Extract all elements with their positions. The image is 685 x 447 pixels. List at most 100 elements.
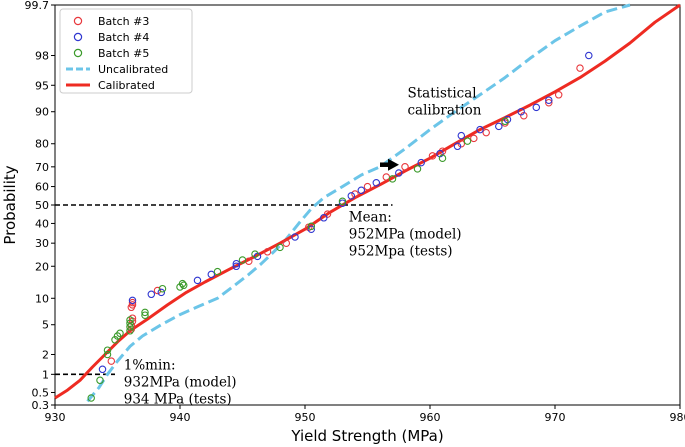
y-tick-label: 0.3 xyxy=(32,399,50,412)
data-point xyxy=(457,131,466,140)
data-point xyxy=(98,365,107,374)
data-point xyxy=(157,288,166,297)
data-point xyxy=(238,256,247,264)
data-point xyxy=(126,319,134,328)
data-point xyxy=(307,225,316,233)
legend: Batch #3 Batch #4 Batch #5 Uncalibrated Cali… xyxy=(59,8,193,94)
legend-label: Uncalibrated xyxy=(98,63,168,76)
arrow-head xyxy=(388,158,399,171)
x-tick-label: 960 xyxy=(420,411,441,424)
data-point xyxy=(532,103,541,112)
data-point xyxy=(263,248,272,256)
data-point xyxy=(193,276,202,285)
y-tick-label: 10 xyxy=(35,292,49,305)
data-point xyxy=(207,270,216,279)
legend-label: Batch #5 xyxy=(98,47,149,60)
data-point xyxy=(417,158,425,167)
legend-marker xyxy=(73,16,83,26)
data-point xyxy=(495,122,503,131)
data-point xyxy=(501,117,509,126)
data-point xyxy=(232,262,241,271)
x-tick-label: 930 xyxy=(45,411,66,424)
annotation-text: 1%min: xyxy=(124,357,176,373)
data-point xyxy=(107,357,116,365)
series-points xyxy=(87,51,593,402)
data-point xyxy=(126,327,134,335)
data-point xyxy=(463,137,472,145)
annotation-text: Statistical xyxy=(408,86,477,102)
data-point xyxy=(307,222,316,231)
data-point xyxy=(438,147,447,155)
annotation-text: 952MPa (model) xyxy=(349,227,462,243)
data-point xyxy=(357,186,366,195)
legend-label: Batch #3 xyxy=(98,15,149,28)
legend-box xyxy=(59,8,193,94)
data-point xyxy=(545,96,553,104)
y-tick-label: 5 xyxy=(42,319,49,332)
data-point xyxy=(470,134,478,143)
series-line xyxy=(54,3,681,400)
data-point xyxy=(178,279,187,288)
y-tick-label: 30 xyxy=(35,237,49,250)
data-point xyxy=(96,376,104,385)
reference-lines xyxy=(55,204,393,376)
data-point xyxy=(253,252,262,261)
data-point xyxy=(291,233,299,241)
y-tick-label: 2 xyxy=(42,348,49,361)
y-tick-label: 60 xyxy=(35,181,49,194)
data-point xyxy=(453,142,462,151)
x-tick-label: 970 xyxy=(545,411,566,424)
y-axis-label: Probability xyxy=(1,165,19,244)
data-point xyxy=(351,190,359,198)
y-axis-ticks: 0.30.5 1 2 5 10 20 30 40 50 60 70 80 90 95 98 99.7 xyxy=(25,0,55,412)
x-tick-label: 980 xyxy=(670,411,685,424)
data-point xyxy=(320,214,328,222)
data-point xyxy=(545,98,553,107)
data-point xyxy=(251,250,259,258)
x-axis-ticks: 930 940 950 960 970 980 xyxy=(45,405,685,424)
data-point xyxy=(282,239,291,247)
y-tick-label: 90 xyxy=(35,106,49,119)
legend-label: Calibrated xyxy=(98,79,155,92)
x-axis-label: Yield Strength (MPa) xyxy=(290,427,443,445)
y-tick-label: 40 xyxy=(35,217,49,230)
data-point xyxy=(517,107,525,116)
data-point xyxy=(103,350,112,359)
annotation-text: Mean: xyxy=(349,210,392,226)
y-tick-label: 95 xyxy=(35,79,49,92)
data-point xyxy=(457,139,466,148)
annotation-text: 934 MPa (tests) xyxy=(124,391,232,407)
data-point xyxy=(179,281,188,290)
data-point xyxy=(116,329,124,338)
x-tick-label: 950 xyxy=(295,411,316,424)
data-point xyxy=(372,179,381,187)
y-tick-label: 80 xyxy=(35,138,49,151)
data-point xyxy=(428,152,437,160)
y-tick-label: 98 xyxy=(35,50,49,63)
data-point xyxy=(128,298,137,307)
data-point xyxy=(554,91,563,99)
data-point xyxy=(413,165,422,173)
annotation-text: calibration xyxy=(408,103,482,119)
series-lines xyxy=(54,3,681,403)
shift-arrow xyxy=(380,158,399,171)
annotation-text: 932MPa (model) xyxy=(124,374,237,390)
series-line xyxy=(86,3,631,403)
data-point xyxy=(338,197,347,206)
data-point xyxy=(347,192,356,200)
data-point xyxy=(111,336,119,344)
data-point xyxy=(276,243,284,252)
data-point xyxy=(126,316,134,324)
data-point xyxy=(382,173,391,181)
data-point xyxy=(128,296,137,305)
data-point xyxy=(213,267,222,276)
data-point xyxy=(388,175,397,183)
data-point xyxy=(103,346,112,354)
legend-marker xyxy=(73,48,83,58)
y-tick-label: 20 xyxy=(35,260,49,273)
y-tick-label: 70 xyxy=(35,161,49,174)
annotation-text: 952Mpa (tests) xyxy=(349,244,453,260)
data-point xyxy=(576,64,584,72)
